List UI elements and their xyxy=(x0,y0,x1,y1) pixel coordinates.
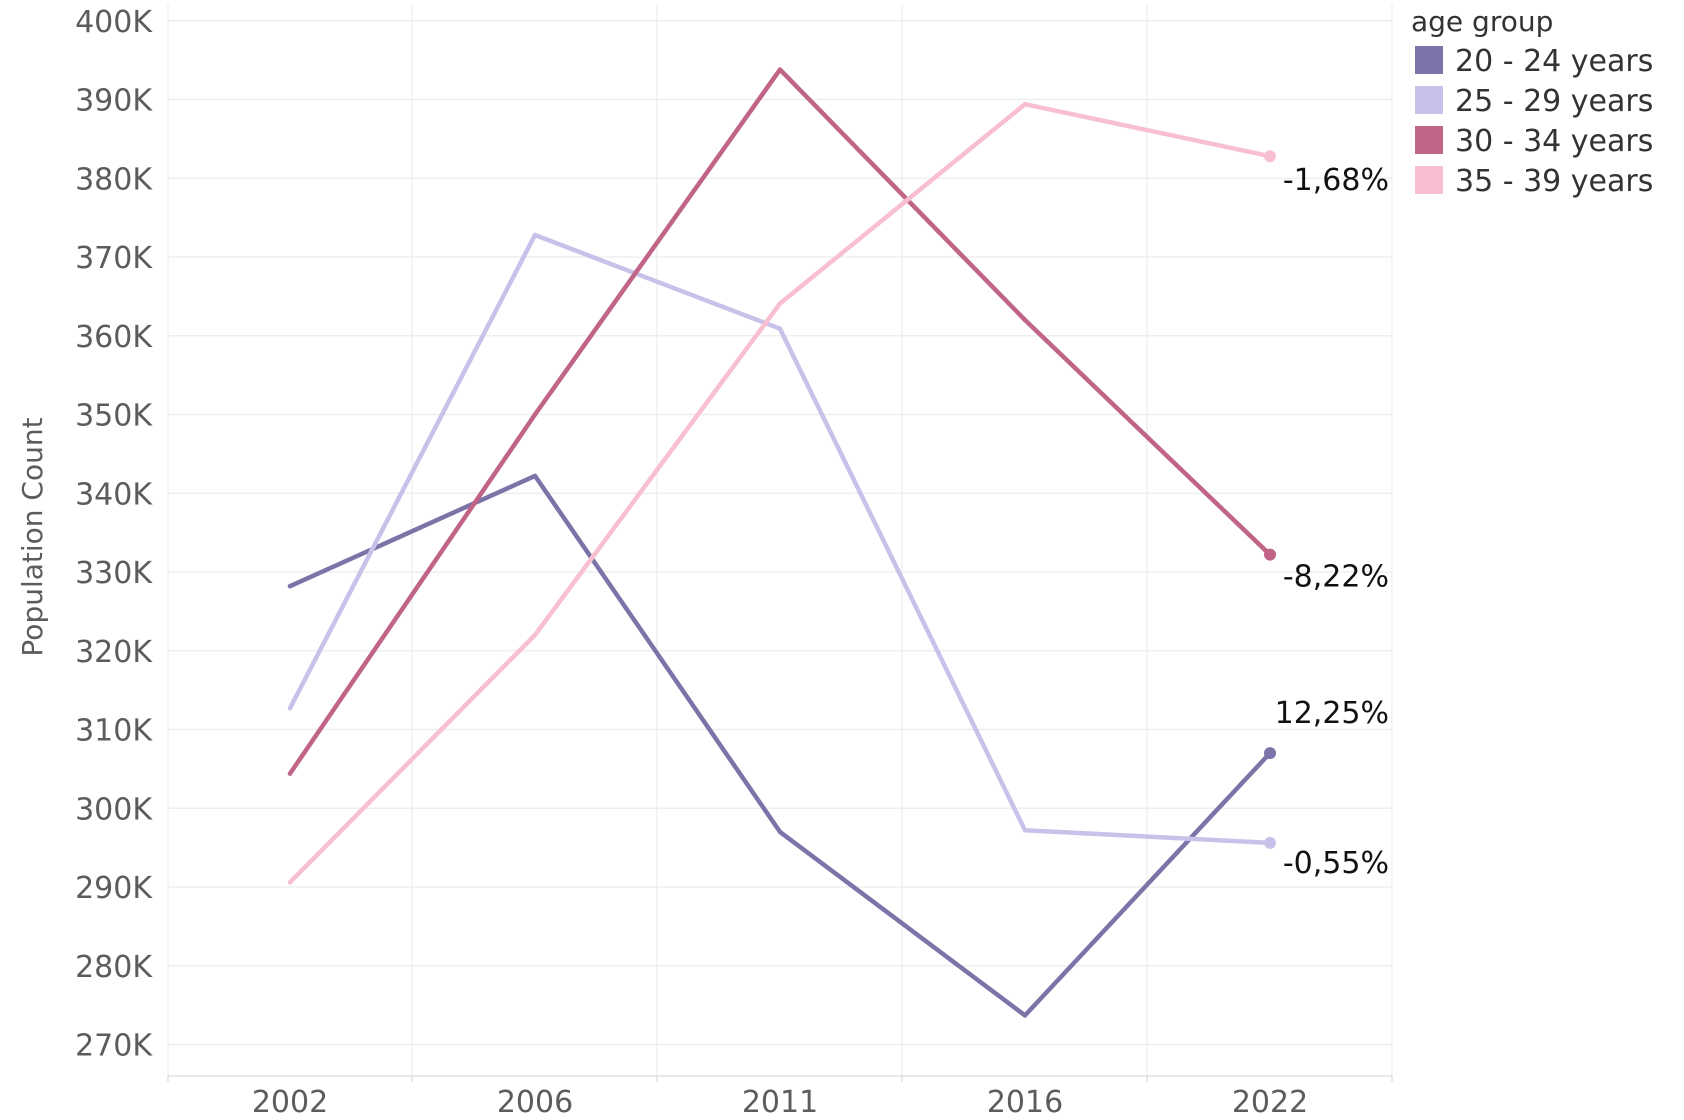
series-point xyxy=(777,67,783,72)
legend: age group 20 - 24 years 25 - 29 years 30 -… xyxy=(1411,5,1653,199)
series-lines xyxy=(287,67,1276,1018)
series-end-label: 12,25% xyxy=(1275,696,1389,731)
series-point xyxy=(1022,828,1028,833)
x-tick-label: 2006 xyxy=(497,1085,573,1120)
y-tick-label: 320K xyxy=(75,635,153,670)
series-end-label: -8,22% xyxy=(1283,560,1389,595)
series-point xyxy=(1022,102,1028,107)
series-end-point xyxy=(1264,548,1276,561)
y-tick-label: 380K xyxy=(75,162,153,197)
series-point xyxy=(287,880,293,885)
y-axis-title: Population Count xyxy=(16,417,49,656)
legend-swatch xyxy=(1415,46,1443,74)
series-point xyxy=(1022,317,1028,323)
x-tick-label: 2002 xyxy=(252,1085,328,1120)
series-point xyxy=(532,473,538,479)
y-tick-label: 390K xyxy=(75,84,153,119)
series-point xyxy=(777,829,783,835)
x-tick-label: 2011 xyxy=(742,1085,818,1120)
gridlines xyxy=(167,5,1393,1076)
series-end-point xyxy=(1264,150,1276,163)
legend-label: 20 - 24 years xyxy=(1455,44,1653,79)
y-tick-label: 280K xyxy=(75,950,153,985)
y-tick-label: 340K xyxy=(75,477,153,512)
x-tick-label: 2022 xyxy=(1232,1085,1308,1120)
series-point xyxy=(287,706,293,711)
y-tick-label: 270K xyxy=(75,1029,153,1064)
legend-title: age group xyxy=(1411,5,1553,38)
legend-swatch xyxy=(1415,126,1443,154)
y-tick-label: 360K xyxy=(75,320,153,355)
legend-swatch xyxy=(1415,166,1443,194)
series-end-label: -0,55% xyxy=(1283,846,1389,881)
series-end-point xyxy=(1264,747,1276,760)
series-point xyxy=(777,301,783,306)
axes: 270K 280K 290K 300K 310K 320K 330K 340K 350K 360K… xyxy=(75,5,1393,1120)
y-tick-label: 310K xyxy=(75,714,153,749)
series-end-label: -1,68% xyxy=(1283,163,1389,198)
y-tick-label: 350K xyxy=(75,399,153,434)
series-point xyxy=(532,412,538,417)
legend-label: 25 - 29 years xyxy=(1455,84,1653,119)
legend-label: 35 - 39 years xyxy=(1455,164,1653,199)
x-tick-label: 2016 xyxy=(987,1085,1063,1120)
series-point xyxy=(1022,1013,1028,1018)
legend-label: 30 - 34 years xyxy=(1455,124,1653,159)
series-point xyxy=(777,326,783,331)
end-labels: 12,25% -0,55% -8,22% -1,68% xyxy=(1275,163,1389,881)
y-tick-label: 330K xyxy=(75,556,153,591)
y-tick-label: 300K xyxy=(75,792,153,827)
series-point xyxy=(287,583,293,589)
y-tick-label: 400K xyxy=(75,5,153,40)
y-tick-label: 290K xyxy=(75,871,153,906)
series-point xyxy=(532,632,538,638)
series-end-point xyxy=(1264,836,1276,849)
series-point xyxy=(532,232,538,238)
y-tick-label: 370K xyxy=(75,241,153,276)
series-point xyxy=(287,771,293,776)
legend-swatch xyxy=(1415,86,1443,114)
series-line-2 xyxy=(287,232,1273,846)
